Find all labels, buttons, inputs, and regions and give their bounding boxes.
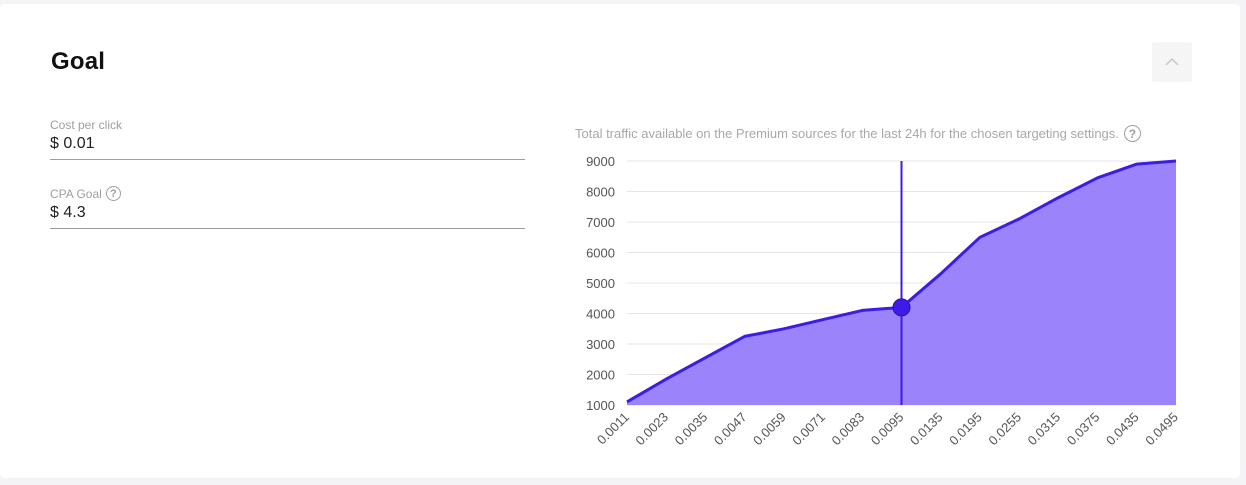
y-tick-label: 5000 bbox=[586, 276, 615, 291]
collapse-button[interactable] bbox=[1152, 42, 1192, 82]
area-fill bbox=[627, 161, 1176, 405]
x-tick-label: 0.0375 bbox=[1064, 409, 1103, 448]
x-tick-label: 0.0135 bbox=[907, 409, 946, 448]
y-tick-label: 4000 bbox=[586, 307, 615, 322]
cpa-goal-field[interactable]: CPA Goal ? $ 4.3 bbox=[50, 186, 525, 229]
chart-note: Total traffic available on the Premium s… bbox=[575, 125, 1141, 142]
cpa-goal-input[interactable]: $ 4.3 bbox=[50, 204, 86, 221]
marker-handle[interactable] bbox=[892, 298, 911, 317]
help-icon[interactable]: ? bbox=[105, 186, 121, 201]
chart-note-text: Total traffic available on the Premium s… bbox=[575, 126, 1119, 141]
x-tick-label: 0.0071 bbox=[789, 409, 828, 448]
chevron-up-icon bbox=[1165, 57, 1179, 66]
x-tick-label: 0.0195 bbox=[946, 409, 985, 448]
y-tick-label: 1000 bbox=[586, 398, 615, 413]
y-tick-label: 7000 bbox=[586, 215, 615, 230]
y-tick-label: 8000 bbox=[586, 185, 615, 200]
x-tick-label: 0.0495 bbox=[1142, 409, 1181, 448]
y-tick-label: 3000 bbox=[586, 337, 615, 352]
cost-per-click-input[interactable]: $ 0.01 bbox=[50, 135, 95, 152]
x-tick-label: 0.0315 bbox=[1025, 409, 1064, 448]
x-tick-label: 0.0095 bbox=[868, 409, 907, 448]
cpa-goal-label-text: CPA Goal bbox=[50, 186, 102, 201]
section-title: Goal bbox=[51, 48, 106, 75]
x-tick-label: 0.0047 bbox=[711, 409, 750, 448]
goal-card: Goal Cost per click $ 0.01 CPA Goal ? $ … bbox=[0, 4, 1240, 478]
cpa-goal-label: CPA Goal ? bbox=[50, 186, 525, 201]
x-tick-label: 0.0023 bbox=[632, 409, 671, 448]
x-tick-label: 0.0435 bbox=[1103, 409, 1142, 448]
x-tick-label: 0.0255 bbox=[985, 409, 1024, 448]
cost-per-click-label-text: Cost per click bbox=[50, 118, 123, 132]
x-tick-label: 0.0035 bbox=[672, 409, 711, 448]
y-tick-label: 2000 bbox=[586, 368, 615, 383]
cost-per-click-field[interactable]: Cost per click $ 0.01 bbox=[50, 118, 525, 160]
cost-per-click-label: Cost per click bbox=[50, 118, 525, 132]
help-icon[interactable]: ? bbox=[1123, 125, 1141, 142]
x-tick-label: 0.0059 bbox=[750, 409, 789, 448]
y-tick-label: 9000 bbox=[586, 154, 615, 169]
traffic-chart[interactable]: 9000800070006000500040003000200010000.00… bbox=[560, 154, 1190, 474]
x-tick-label: 0.0011 bbox=[594, 409, 632, 447]
y-tick-label: 6000 bbox=[586, 246, 615, 261]
x-tick-label: 0.0083 bbox=[829, 409, 868, 448]
